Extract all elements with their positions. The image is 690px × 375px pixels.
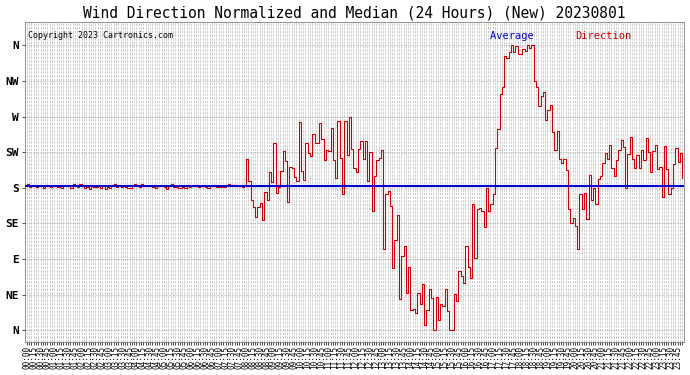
Text: Copyright 2023 Cartronics.com: Copyright 2023 Cartronics.com <box>28 32 173 40</box>
Text: Average: Average <box>490 32 540 41</box>
Text: Direction: Direction <box>575 32 632 41</box>
Title: Wind Direction Normalized and Median (24 Hours) (New) 20230801: Wind Direction Normalized and Median (24… <box>83 6 626 21</box>
